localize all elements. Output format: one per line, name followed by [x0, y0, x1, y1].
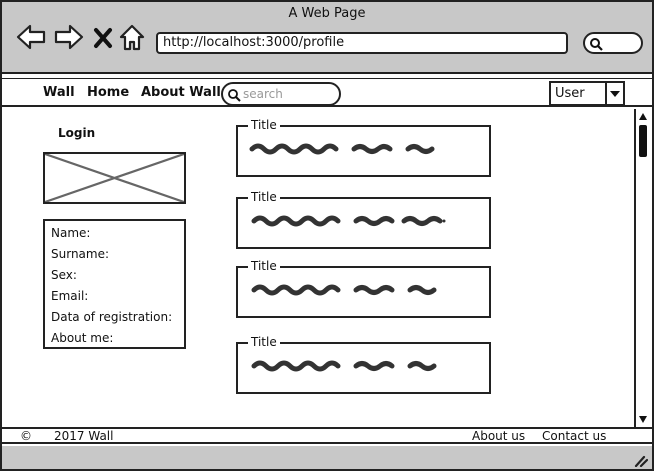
post-title: Title: [248, 190, 280, 204]
browser-titlebar: A Web Page http://localhost:3000/profile: [2, 2, 652, 74]
user-dropdown-value: User: [555, 86, 585, 101]
resize-grip-icon[interactable]: [632, 453, 648, 467]
copyright-text: 2017 Wall: [54, 429, 114, 443]
menu-item-wall[interactable]: Wall: [43, 85, 75, 100]
scribbled-text: [251, 360, 437, 372]
field-email: Email:: [51, 289, 89, 303]
url-text: http://localhost:3000/profile: [163, 35, 345, 50]
post-card[interactable]: Title: [236, 335, 491, 394]
profile-info-box: Name: Surname: Sex: Email: Data of regis…: [43, 219, 186, 349]
field-registration-date: Data of registration:: [51, 310, 173, 324]
field-name: Name:: [51, 226, 91, 240]
field-about-me: About me:: [51, 331, 114, 345]
scribbled-text: [251, 215, 446, 227]
post-card[interactable]: Title: [236, 259, 491, 318]
copyright-icon: ©: [20, 429, 32, 443]
close-icon[interactable]: [93, 27, 113, 49]
vertical-scrollbar[interactable]: [634, 109, 650, 427]
avatar-image-placeholder: [43, 152, 186, 204]
address-bar[interactable]: http://localhost:3000/profile: [156, 32, 568, 54]
search-icon: [590, 38, 603, 51]
post-card[interactable]: Title: [236, 118, 491, 177]
image-placeholder-icon: [44, 152, 185, 204]
post-title: Title: [248, 335, 280, 349]
menu-item-about-wall[interactable]: About Wall: [141, 85, 221, 100]
back-icon[interactable]: [16, 24, 46, 50]
scribbled-text: [249, 143, 435, 155]
search-input[interactable]: search: [221, 82, 341, 106]
field-sex: Sex:: [51, 268, 77, 282]
chevron-down-icon: [610, 91, 620, 97]
post-card[interactable]: Title: [236, 190, 491, 249]
browser-search[interactable]: [583, 32, 643, 54]
site-footer: © 2017 Wall About us Contact us: [2, 427, 652, 444]
menu-item-home[interactable]: Home: [87, 85, 130, 100]
scrollbar-thumb[interactable]: [639, 125, 647, 157]
search-icon: [228, 89, 241, 102]
window-title: A Web Page: [288, 6, 366, 21]
scroll-up-icon[interactable]: [638, 111, 648, 121]
user-dropdown[interactable]: User: [549, 81, 625, 106]
search-placeholder: search: [243, 87, 283, 101]
post-title: Title: [248, 118, 280, 132]
login-label: Login: [58, 126, 96, 140]
contact-us-link[interactable]: Contact us: [542, 429, 607, 443]
browser-status-bar: [2, 446, 652, 469]
scroll-down-icon[interactable]: [638, 415, 648, 425]
post-title: Title: [248, 259, 280, 273]
forward-icon[interactable]: [54, 24, 84, 50]
field-surname: Surname:: [51, 247, 110, 261]
about-us-link[interactable]: About us: [472, 429, 526, 443]
site-menu-bar: Wall Home About Wall search User: [2, 78, 652, 107]
page-content: Login Name: Surname: Sex: Email: Data of…: [2, 109, 652, 427]
scribbled-text: [251, 284, 437, 296]
home-icon[interactable]: [119, 24, 145, 52]
dropdown-button[interactable]: [605, 83, 623, 104]
